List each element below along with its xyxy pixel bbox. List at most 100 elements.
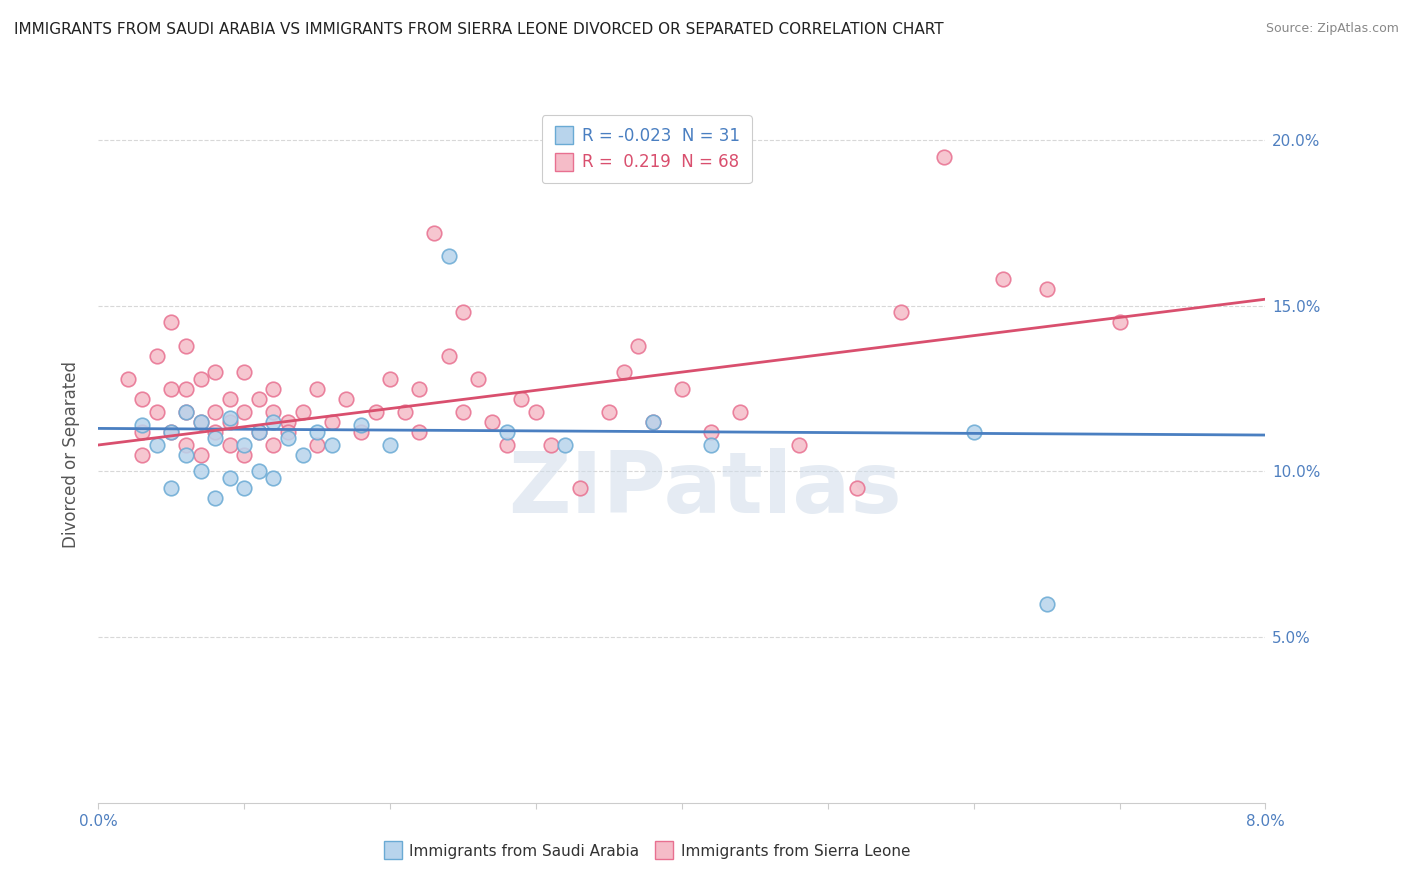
- Point: [307, 438, 329, 452]
- Point: [233, 448, 256, 462]
- Point: [437, 349, 460, 363]
- Point: [190, 465, 212, 479]
- Point: [174, 405, 197, 419]
- Point: [262, 415, 284, 429]
- Point: [612, 365, 634, 379]
- Point: [146, 349, 169, 363]
- Point: [991, 272, 1014, 286]
- Point: [321, 438, 343, 452]
- Point: [408, 425, 430, 439]
- Point: [218, 471, 240, 485]
- Point: [307, 425, 329, 439]
- Point: [437, 249, 460, 263]
- Point: [378, 438, 402, 452]
- Point: [641, 415, 664, 429]
- Point: [247, 392, 270, 406]
- Point: [204, 365, 226, 379]
- Point: [700, 438, 723, 452]
- Point: [218, 392, 240, 406]
- Point: [233, 365, 256, 379]
- Text: ZIPatlas: ZIPatlas: [509, 448, 903, 532]
- Point: [481, 415, 503, 429]
- Point: [728, 405, 751, 419]
- Point: [262, 438, 284, 452]
- Point: [218, 438, 240, 452]
- Point: [467, 372, 489, 386]
- Point: [934, 150, 956, 164]
- Point: [962, 425, 984, 439]
- Point: [524, 405, 547, 419]
- Text: IMMIGRANTS FROM SAUDI ARABIA VS IMMIGRANTS FROM SIERRA LEONE DIVORCED OR SEPARAT: IMMIGRANTS FROM SAUDI ARABIA VS IMMIGRAN…: [14, 22, 943, 37]
- Y-axis label: Divorced or Separated: Divorced or Separated: [62, 361, 80, 549]
- Point: [496, 438, 519, 452]
- Point: [131, 425, 153, 439]
- Point: [277, 415, 299, 429]
- Point: [350, 425, 373, 439]
- Point: [568, 481, 591, 495]
- Point: [451, 405, 474, 419]
- Point: [233, 438, 256, 452]
- Point: [598, 405, 620, 419]
- Point: [307, 382, 329, 396]
- Point: [131, 392, 153, 406]
- Point: [262, 382, 284, 396]
- Point: [335, 392, 357, 406]
- Point: [160, 425, 183, 439]
- Point: [247, 465, 270, 479]
- Point: [540, 438, 562, 452]
- Point: [218, 415, 240, 429]
- Point: [1108, 315, 1130, 329]
- Point: [787, 438, 810, 452]
- Point: [218, 411, 240, 425]
- Point: [496, 425, 519, 439]
- Legend: Immigrants from Saudi Arabia, Immigrants from Sierra Leone: Immigrants from Saudi Arabia, Immigrants…: [377, 838, 917, 864]
- Point: [160, 315, 183, 329]
- Point: [700, 425, 723, 439]
- Point: [174, 448, 197, 462]
- Point: [233, 405, 256, 419]
- Point: [146, 405, 169, 419]
- Point: [204, 405, 226, 419]
- Point: [247, 425, 270, 439]
- Point: [262, 471, 284, 485]
- Point: [641, 415, 664, 429]
- Point: [890, 305, 912, 319]
- Point: [204, 425, 226, 439]
- Point: [291, 405, 314, 419]
- Point: [247, 425, 270, 439]
- Point: [174, 405, 197, 419]
- Point: [627, 338, 650, 352]
- Point: [321, 415, 343, 429]
- Point: [131, 448, 153, 462]
- Point: [174, 382, 197, 396]
- Point: [160, 425, 183, 439]
- Point: [291, 448, 314, 462]
- Point: [146, 438, 169, 452]
- Text: Source: ZipAtlas.com: Source: ZipAtlas.com: [1265, 22, 1399, 36]
- Point: [204, 491, 226, 505]
- Point: [378, 372, 402, 386]
- Point: [190, 415, 212, 429]
- Point: [190, 372, 212, 386]
- Point: [451, 305, 474, 319]
- Point: [408, 382, 430, 396]
- Point: [117, 372, 139, 386]
- Point: [671, 382, 693, 396]
- Point: [204, 431, 226, 445]
- Point: [190, 448, 212, 462]
- Point: [846, 481, 869, 495]
- Point: [277, 425, 299, 439]
- Point: [350, 418, 373, 433]
- Point: [394, 405, 416, 419]
- Point: [423, 226, 446, 240]
- Point: [554, 438, 576, 452]
- Point: [160, 481, 183, 495]
- Point: [174, 438, 197, 452]
- Point: [233, 481, 256, 495]
- Point: [160, 382, 183, 396]
- Point: [1035, 282, 1057, 296]
- Point: [131, 418, 153, 433]
- Point: [190, 415, 212, 429]
- Point: [262, 405, 284, 419]
- Point: [364, 405, 387, 419]
